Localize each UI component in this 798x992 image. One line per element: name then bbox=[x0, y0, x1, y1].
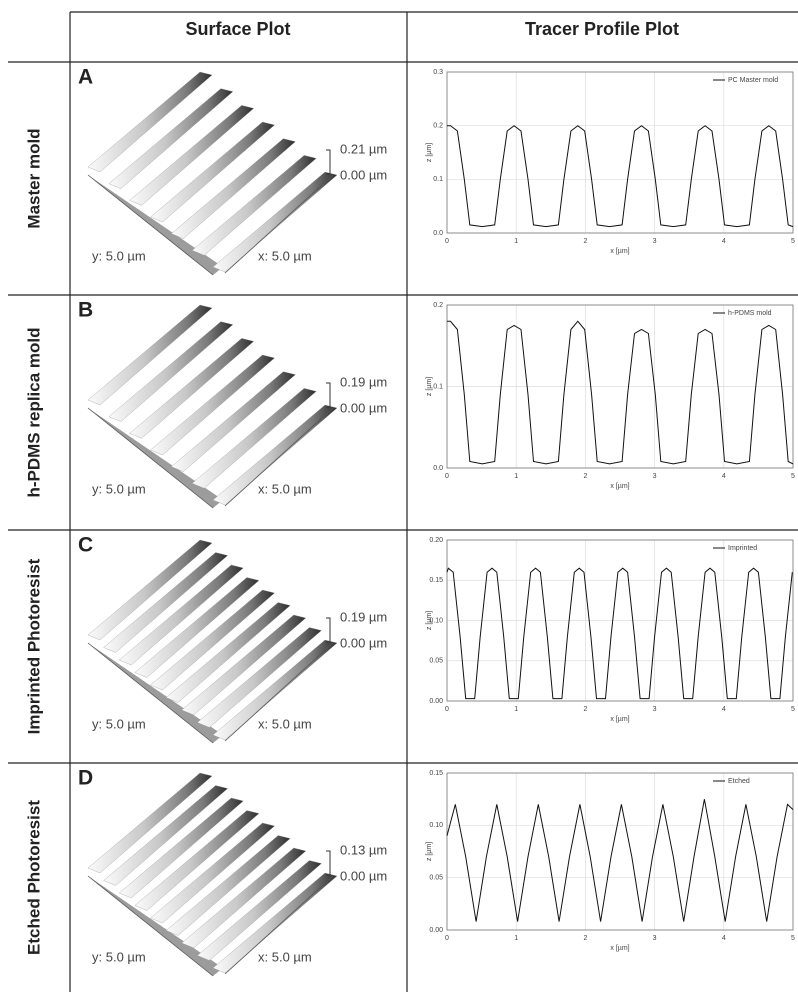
row-label: h-PDMS replica mold bbox=[24, 327, 43, 497]
x-tick-label: 3 bbox=[653, 238, 657, 245]
z-scale-bar bbox=[326, 383, 330, 407]
legend-label: h-PDMS mold bbox=[728, 310, 772, 317]
y-tick-label: 0.2 bbox=[433, 302, 443, 309]
x-axis-label: x [µm] bbox=[610, 248, 629, 255]
legend-label: Etched bbox=[728, 778, 750, 785]
z-min-label: 0.00 µm bbox=[340, 868, 387, 883]
y-tick-label: 0.15 bbox=[429, 770, 443, 777]
z-scale-bar bbox=[326, 618, 330, 642]
plot-frame bbox=[447, 72, 793, 233]
profile-line bbox=[447, 799, 793, 921]
x-tick-label: 3 bbox=[653, 473, 657, 480]
x-axis-label: x [µm] bbox=[610, 483, 629, 490]
z-scale-bar bbox=[326, 851, 330, 875]
z-max-label: 0.21 µm bbox=[340, 141, 387, 156]
x-tick-label: 5 bbox=[791, 935, 795, 942]
x-tick-label: 0 bbox=[445, 238, 449, 245]
row-label: Imprinted Photoresist bbox=[24, 558, 43, 734]
y-axis-label: z [µm] bbox=[426, 842, 433, 861]
x-tick-label: 4 bbox=[722, 238, 726, 245]
profile-line bbox=[447, 568, 792, 698]
z-max-label: 0.19 µm bbox=[340, 374, 387, 389]
y-size-label: y: 5.0 µm bbox=[92, 481, 146, 496]
x-tick-label: 5 bbox=[791, 238, 795, 245]
x-tick-label: 2 bbox=[583, 473, 587, 480]
x-size-label: x: 5.0 µm bbox=[258, 949, 312, 964]
surface-plot bbox=[88, 305, 337, 508]
row-label: Etched Photoresist bbox=[24, 800, 43, 955]
legend-label: Imprinted bbox=[728, 545, 757, 552]
x-tick-label: 4 bbox=[722, 935, 726, 942]
y-size-label: y: 5.0 µm bbox=[92, 949, 146, 964]
y-tick-label: 0.00 bbox=[429, 698, 443, 705]
x-tick-label: 1 bbox=[514, 706, 518, 713]
panel-letter: C bbox=[78, 534, 93, 557]
x-tick-label: 0 bbox=[445, 935, 449, 942]
y-size-label: y: 5.0 µm bbox=[92, 248, 146, 263]
y-tick-label: 0.10 bbox=[429, 822, 443, 829]
y-axis-label: z [µm] bbox=[426, 611, 433, 630]
x-tick-label: 2 bbox=[583, 706, 587, 713]
y-tick-label: 0.15 bbox=[429, 577, 443, 584]
panel-letter: A bbox=[78, 66, 93, 89]
column-header: Tracer Profile Plot bbox=[525, 19, 679, 39]
x-size-label: x: 5.0 µm bbox=[258, 481, 312, 496]
x-size-label: x: 5.0 µm bbox=[258, 716, 312, 731]
x-axis-label: x [µm] bbox=[610, 945, 629, 952]
y-tick-label: 0.0 bbox=[433, 465, 443, 472]
legend-label: PC Master mold bbox=[728, 77, 778, 84]
y-tick-label: 0.3 bbox=[433, 69, 443, 76]
panel-letter: B bbox=[78, 299, 93, 322]
y-axis-label: z [µm] bbox=[426, 377, 433, 396]
column-header: Surface Plot bbox=[185, 19, 290, 39]
y-tick-label: 0.05 bbox=[429, 658, 443, 665]
x-tick-label: 5 bbox=[791, 473, 795, 480]
z-max-label: 0.13 µm bbox=[340, 842, 387, 857]
panel-letter: D bbox=[78, 767, 93, 790]
z-min-label: 0.00 µm bbox=[340, 400, 387, 415]
y-axis-label: z [µm] bbox=[426, 143, 433, 162]
x-size-label: x: 5.0 µm bbox=[258, 248, 312, 263]
profile-line bbox=[447, 126, 793, 227]
x-tick-label: 2 bbox=[583, 935, 587, 942]
z-scale-bar bbox=[326, 150, 330, 174]
y-tick-label: 0.0 bbox=[433, 230, 443, 237]
y-tick-label: 0.05 bbox=[429, 875, 443, 882]
surface-plot bbox=[88, 72, 337, 275]
y-tick-label: 0.1 bbox=[433, 176, 443, 183]
y-size-label: y: 5.0 µm bbox=[92, 716, 146, 731]
surface-plot bbox=[88, 773, 337, 976]
x-tick-label: 4 bbox=[722, 473, 726, 480]
x-axis-label: x [µm] bbox=[610, 716, 629, 723]
y-tick-label: 0.00 bbox=[429, 927, 443, 934]
x-tick-label: 3 bbox=[653, 935, 657, 942]
row-label: Master mold bbox=[24, 128, 43, 228]
z-max-label: 0.19 µm bbox=[340, 609, 387, 624]
x-tick-label: 5 bbox=[791, 706, 795, 713]
surface-plot bbox=[88, 540, 337, 743]
profile-line bbox=[447, 321, 793, 464]
y-tick-label: 0.20 bbox=[429, 537, 443, 544]
z-min-label: 0.00 µm bbox=[340, 635, 387, 650]
x-tick-label: 0 bbox=[445, 706, 449, 713]
x-tick-label: 2 bbox=[583, 238, 587, 245]
plot-frame bbox=[447, 773, 793, 930]
x-tick-label: 1 bbox=[514, 238, 518, 245]
x-tick-label: 1 bbox=[514, 473, 518, 480]
x-tick-label: 0 bbox=[445, 473, 449, 480]
z-min-label: 0.00 µm bbox=[340, 167, 387, 182]
x-tick-label: 3 bbox=[653, 706, 657, 713]
y-tick-label: 0.2 bbox=[433, 123, 443, 130]
figure: Surface Plot Tracer Profile Plot Master … bbox=[0, 0, 798, 992]
x-tick-label: 4 bbox=[722, 706, 726, 713]
y-tick-label: 0.1 bbox=[433, 383, 443, 390]
x-tick-label: 1 bbox=[514, 935, 518, 942]
